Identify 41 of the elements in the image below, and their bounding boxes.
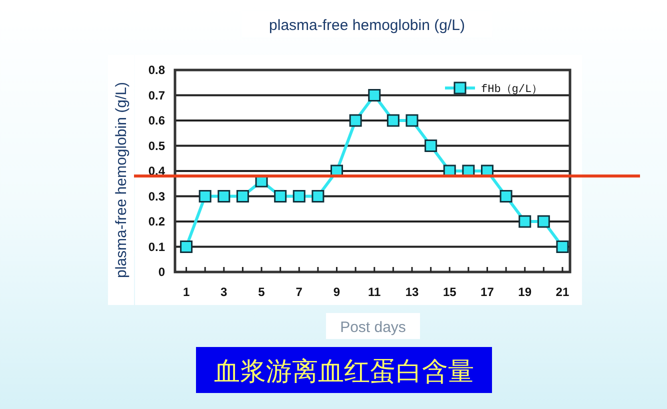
y-tick-label: 0.1 — [148, 240, 166, 254]
x-axis-title: Post days — [340, 319, 406, 336]
point — [274, 190, 287, 202]
text: 血浆游离血红蛋白含量 — [214, 357, 474, 386]
point — [198, 190, 212, 202]
y-tick-label: 0.7 — [148, 88, 166, 102]
x-tick-label: 9 — [333, 285, 340, 299]
x-tick-label: 1 — [182, 285, 190, 299]
x-tick-label: 17 — [480, 285, 494, 299]
point — [349, 114, 362, 127]
y-tick-label: 0.8 — [148, 63, 166, 77]
point — [518, 215, 532, 228]
point — [386, 114, 400, 127]
point — [236, 190, 249, 202]
y-tick-label: 0.4 — [148, 164, 166, 178]
point — [180, 240, 193, 253]
chart-title: plasma-free hemoglobin (g/L) — [269, 17, 465, 34]
x-tick-label: 3 — [220, 285, 228, 299]
x-tick-label: 5 — [258, 285, 266, 299]
point — [292, 190, 306, 202]
x-tick-label: 7 — [296, 285, 303, 299]
point — [312, 190, 324, 202]
point — [368, 89, 381, 102]
y-tick-label: 0.5 — [148, 138, 166, 153]
y-tick-label: 0.6 — [148, 114, 166, 128]
point — [537, 215, 550, 228]
x-tick-label: 19 — [518, 285, 532, 299]
y-tick-label: 0.3 — [148, 189, 166, 204]
x-tick-label: 21 — [556, 285, 570, 299]
point — [218, 190, 230, 202]
point — [500, 190, 512, 202]
point — [406, 114, 418, 127]
legend-label: fHb（g/L） — [481, 84, 543, 96]
y-tick-label: 0.2 — [148, 214, 166, 228]
y-axis-title: plasma-free hemoglobin (g/L) — [113, 82, 130, 278]
x-tick-label: 13 — [405, 285, 419, 299]
x-tick-label: 15 — [442, 285, 457, 299]
point — [424, 140, 438, 152]
point — [556, 240, 569, 253]
x-tick-label: 11 — [368, 285, 382, 299]
y-tick-label: 0 — [158, 265, 166, 279]
